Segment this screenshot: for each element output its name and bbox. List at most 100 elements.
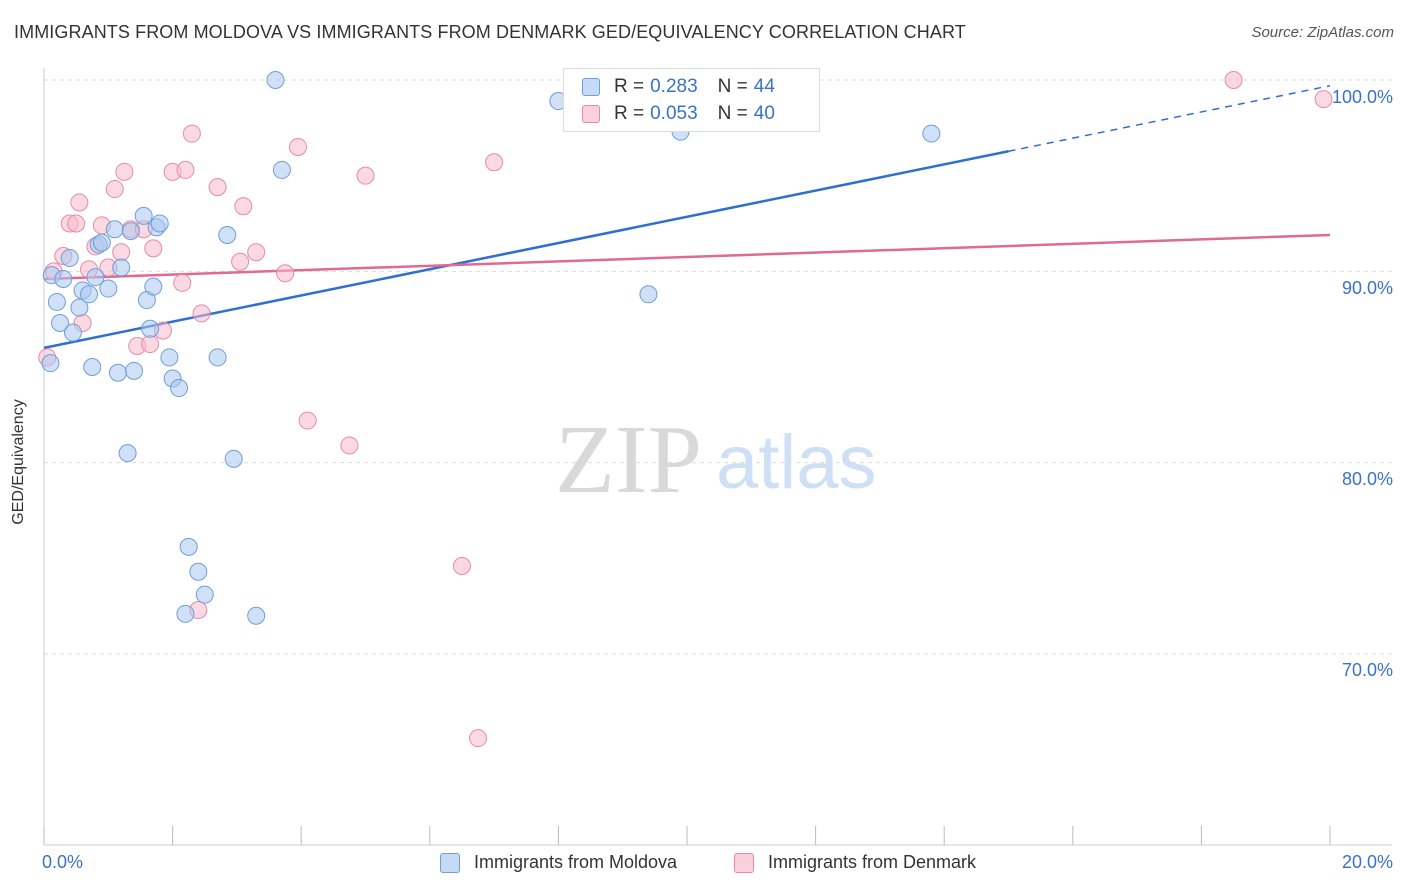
moldova-point [108,363,127,382]
denmark-point [298,411,317,430]
denmark-point [1224,71,1243,89]
series-swatch-denmark [734,852,754,873]
grid-lines [44,79,1392,655]
legend-n-key: N = [717,103,748,124]
trend-line-moldova [43,150,1009,350]
moldova-point [99,279,118,298]
y-tick-label-80: 80.0% [1341,469,1393,489]
moldova-point [247,606,266,625]
denmark-point [67,214,86,233]
moldova-point [83,358,102,376]
moldova-point [125,361,144,380]
x-tick-label-max: 20.0% [1341,852,1393,872]
denmark-point [141,335,160,354]
legend-n-key: N = [717,76,748,97]
moldova-point [224,449,243,468]
trend-line-moldova-extension [1008,85,1331,153]
y-tick-label-100: 100.0% [1331,87,1393,107]
moldova-point [134,206,153,225]
denmark-point [288,137,307,156]
chart-title: IMMIGRANTS FROM MOLDOVA VS IMMIGRANTS FR… [14,22,966,42]
moldova-point [54,269,73,288]
legend-r-key: R = [614,103,645,124]
stats-legend: R = 0.283 N = 44 R = 0.053 N = 40 [563,68,820,132]
denmark-point [182,124,201,143]
moldova-point [121,222,140,241]
denmark-point [485,153,504,172]
legend-n-value-denmark: 40 [753,103,775,124]
moldova-point [51,313,70,332]
moldova-point [141,319,160,338]
series-legend-denmark: Immigrants from Denmark [734,852,976,873]
denmark-point [452,556,471,575]
watermark: ZIP atlas [555,406,877,514]
denmark-point [208,178,227,197]
y-axis-label: GED/Equivalency [10,399,27,525]
x-tick-label-min: 0.0% [42,852,84,872]
denmark-point [115,162,134,181]
legend-r-key: R = [614,76,645,97]
denmark-point [234,197,253,216]
moldova-point [60,248,79,267]
moldova-point [160,348,179,367]
legend-r-value-denmark: 0.053 [650,103,698,124]
denmark-point [176,160,195,179]
denmark-point [231,252,250,271]
denmark-point [173,273,192,292]
denmark-point [1314,90,1333,109]
axes [43,68,1392,846]
legend-row-moldova: R = 0.283 N = 44 [582,75,775,99]
moldova-point [63,323,82,342]
y-tick-label-90: 90.0% [1341,278,1393,298]
moldova-point [170,379,189,398]
moldova-point [41,354,60,373]
denmark-point [276,264,295,283]
legend-row-denmark: R = 0.053 N = 40 [582,102,775,126]
moldova-point [112,258,131,277]
trend-line-denmark [43,233,1331,281]
legend-swatch-denmark [582,105,600,123]
watermark-atlas: atlas [716,420,877,505]
denmark-point [469,729,488,748]
source-credit: Source: ZipAtlas.com [1251,24,1394,41]
y-tick-label-70: 70.0% [1341,660,1393,680]
series-legend: Immigrants from Moldova Immigrants from … [0,852,1406,876]
moldova-point [266,71,285,89]
moldova-point [176,604,195,623]
denmark-point [192,304,211,323]
legend-r-value-moldova: 0.283 [650,76,698,97]
denmark-point [356,166,375,185]
moldova-point [86,268,105,287]
moldova-point [144,277,163,296]
series-swatch-moldova [440,852,460,873]
denmark-point [247,243,266,262]
moldova-point [639,285,658,304]
moldova-point [208,348,227,367]
legend-swatch-moldova [582,78,600,96]
moldova-point [195,585,214,604]
data-points [38,71,1333,748]
legend-n-value-moldova: 44 [753,76,775,97]
denmark-point [70,193,89,212]
denmark-point [105,180,124,199]
moldova-point [118,444,137,463]
series-name-denmark: Immigrants from Denmark [768,852,977,872]
moldova-point [80,285,99,304]
moldova-point [189,562,208,581]
denmark-point [112,243,131,262]
moldova-point [92,233,111,252]
denmark-point [144,239,163,258]
moldova-point [179,537,198,556]
denmark-point [340,436,359,455]
moldova-point [47,292,66,311]
moldova-point [150,214,169,233]
moldova-point [272,160,291,179]
moldova-point [70,298,89,317]
watermark-zip: ZIP [555,406,702,514]
moldova-point [922,124,941,143]
moldova-point [105,220,124,239]
moldova-point [218,225,237,244]
series-name-moldova: Immigrants from Moldova [474,852,678,872]
series-legend-moldova: Immigrants from Moldova [440,852,677,873]
